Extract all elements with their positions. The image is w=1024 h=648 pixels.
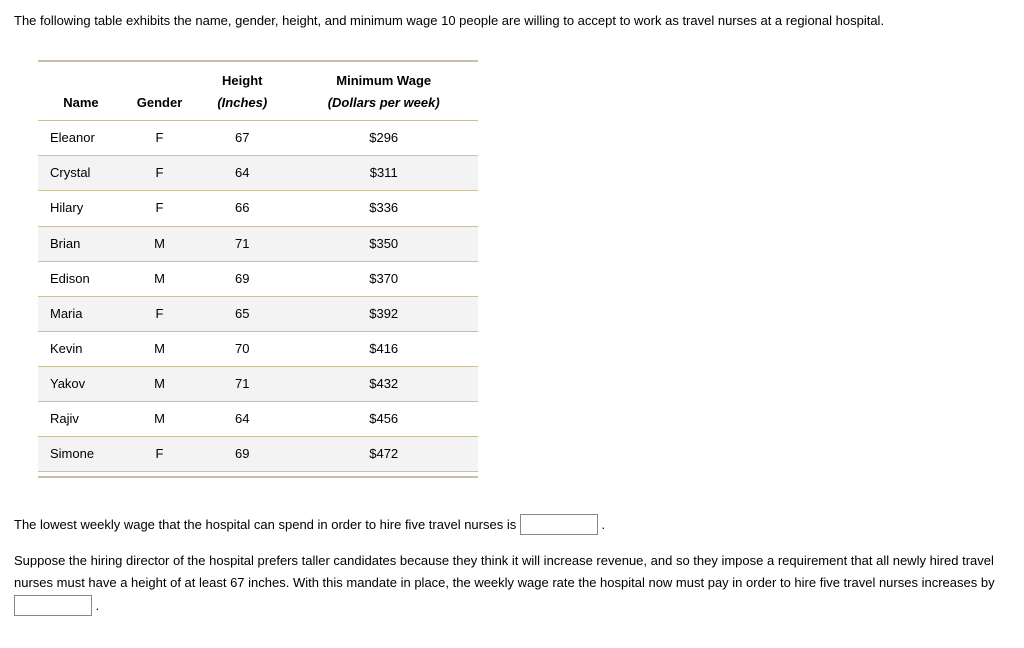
cell-gender: F bbox=[124, 156, 195, 191]
table-row: RajivM64$456 bbox=[38, 402, 478, 437]
table-row: CrystalF64$311 bbox=[38, 156, 478, 191]
table-row: EleanorF67$296 bbox=[38, 121, 478, 156]
col-header-wage: Minimum Wage bbox=[289, 66, 478, 92]
table-row: KevinM70$416 bbox=[38, 331, 478, 366]
answer-1-wrap: $ bbox=[520, 514, 598, 536]
cell-gender: F bbox=[124, 296, 195, 331]
cell-height: 67 bbox=[195, 121, 289, 156]
cell-name: Eleanor bbox=[38, 121, 124, 156]
cell-wage: $350 bbox=[289, 226, 478, 261]
question-2: Suppose the hiring director of the hospi… bbox=[14, 550, 1010, 616]
cell-wage: $432 bbox=[289, 366, 478, 401]
cell-gender: F bbox=[124, 437, 195, 472]
question-1: The lowest weekly wage that the hospital… bbox=[14, 514, 1010, 536]
answer-2-wrap: $ bbox=[14, 595, 92, 617]
table-row: EdisonM69$370 bbox=[38, 261, 478, 296]
table-row: HilaryF66$336 bbox=[38, 191, 478, 226]
cell-wage: $456 bbox=[289, 402, 478, 437]
col-subheader-height: (Inches) bbox=[195, 92, 289, 121]
question-1-after: . bbox=[601, 517, 605, 532]
data-table: Height Minimum Wage Name Gender (Inches)… bbox=[38, 60, 478, 478]
cell-gender: M bbox=[124, 226, 195, 261]
table-row: SimoneF69$472 bbox=[38, 437, 478, 472]
cell-wage: $370 bbox=[289, 261, 478, 296]
data-table-container: Height Minimum Wage Name Gender (Inches)… bbox=[38, 60, 478, 478]
cell-height: 69 bbox=[195, 437, 289, 472]
cell-name: Yakov bbox=[38, 366, 124, 401]
cell-name: Brian bbox=[38, 226, 124, 261]
cell-wage: $416 bbox=[289, 331, 478, 366]
cell-gender: F bbox=[124, 191, 195, 226]
cell-gender: M bbox=[124, 261, 195, 296]
cell-height: 69 bbox=[195, 261, 289, 296]
cell-height: 65 bbox=[195, 296, 289, 331]
cell-name: Maria bbox=[38, 296, 124, 331]
answer-2-input[interactable] bbox=[14, 595, 92, 616]
cell-gender: M bbox=[124, 366, 195, 401]
cell-name: Edison bbox=[38, 261, 124, 296]
cell-name: Hilary bbox=[38, 191, 124, 226]
col-header-name: Name bbox=[38, 92, 124, 121]
cell-gender: M bbox=[124, 331, 195, 366]
cell-height: 70 bbox=[195, 331, 289, 366]
cell-name: Kevin bbox=[38, 331, 124, 366]
cell-wage: $296 bbox=[289, 121, 478, 156]
cell-gender: F bbox=[124, 121, 195, 156]
cell-gender: M bbox=[124, 402, 195, 437]
intro-text: The following table exhibits the name, g… bbox=[14, 10, 1010, 32]
question-2-after: . bbox=[96, 598, 100, 613]
col-header-height: Height bbox=[195, 66, 289, 92]
question-2-text: Suppose the hiring director of the hospi… bbox=[14, 553, 995, 590]
question-1-text: The lowest weekly wage that the hospital… bbox=[14, 517, 520, 532]
table-row: BrianM71$350 bbox=[38, 226, 478, 261]
cell-height: 71 bbox=[195, 366, 289, 401]
cell-name: Rajiv bbox=[38, 402, 124, 437]
table-row: MariaF65$392 bbox=[38, 296, 478, 331]
cell-wage: $336 bbox=[289, 191, 478, 226]
table-body: EleanorF67$296CrystalF64$311HilaryF66$33… bbox=[38, 121, 478, 472]
cell-height: 64 bbox=[195, 156, 289, 191]
table-row: YakovM71$432 bbox=[38, 366, 478, 401]
cell-name: Crystal bbox=[38, 156, 124, 191]
cell-wage: $392 bbox=[289, 296, 478, 331]
cell-height: 66 bbox=[195, 191, 289, 226]
cell-name: Simone bbox=[38, 437, 124, 472]
cell-height: 64 bbox=[195, 402, 289, 437]
col-header-gender: Gender bbox=[124, 92, 195, 121]
col-subheader-wage: (Dollars per week) bbox=[289, 92, 478, 121]
cell-height: 71 bbox=[195, 226, 289, 261]
cell-wage: $311 bbox=[289, 156, 478, 191]
answer-1-input[interactable] bbox=[520, 514, 598, 535]
cell-wage: $472 bbox=[289, 437, 478, 472]
